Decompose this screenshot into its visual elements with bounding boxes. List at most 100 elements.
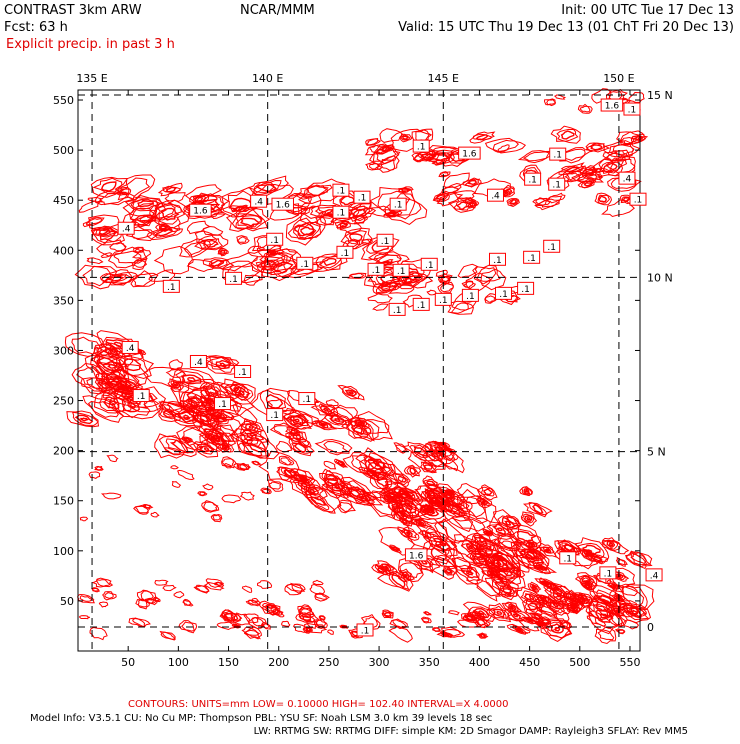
precip-contour xyxy=(296,436,312,448)
contour-label: .4 xyxy=(491,192,500,202)
precip-contour xyxy=(490,558,509,573)
precip-contour xyxy=(398,503,419,519)
precip-contour xyxy=(385,495,390,500)
precip-contour xyxy=(229,423,270,447)
contour-label: .4 xyxy=(254,198,263,208)
precip-contour xyxy=(95,466,104,471)
precip-contour xyxy=(463,615,474,621)
precip-contour xyxy=(265,394,284,409)
precip-contour xyxy=(247,599,259,606)
precip-contour xyxy=(245,422,258,431)
lon-label: 145 E xyxy=(428,72,459,85)
contour-label-box xyxy=(189,354,207,368)
precip-contour xyxy=(486,531,490,535)
precip-contour xyxy=(597,194,611,204)
precip-contour xyxy=(280,457,293,466)
precip-contour xyxy=(209,259,225,268)
precip-contour xyxy=(435,554,457,570)
precip-contour xyxy=(465,570,474,576)
precip-contour xyxy=(379,490,397,505)
precip-contour xyxy=(268,481,282,490)
contour-label-box xyxy=(353,190,371,204)
contour-label-box xyxy=(599,566,617,580)
precip-contour xyxy=(376,283,391,294)
precip-contour xyxy=(377,563,396,573)
precip-contour xyxy=(499,584,518,601)
precip-contour xyxy=(71,336,103,355)
precip-contour xyxy=(170,378,230,416)
precip-contour xyxy=(191,419,232,449)
precip-contour xyxy=(496,527,503,532)
precip-contour xyxy=(566,604,582,615)
contour-label: .1 xyxy=(372,266,381,276)
precip-contour xyxy=(216,252,258,272)
precip-contour xyxy=(582,579,595,589)
precip-contour xyxy=(475,541,499,558)
precip-contour xyxy=(420,616,432,624)
header-valid: Valid: 15 UTC Thu 19 Dec 13 (01 ChT Fri … xyxy=(398,20,734,35)
precip-contour xyxy=(363,452,391,474)
precip-contour xyxy=(585,552,591,556)
precip-contour xyxy=(550,125,581,144)
precip-contour xyxy=(310,420,338,431)
precip-contour xyxy=(202,225,224,236)
precip-contour xyxy=(547,601,565,610)
contour-label: .4 xyxy=(122,225,131,235)
precip-contour xyxy=(64,332,107,357)
y-tick-label: 50 xyxy=(60,595,74,608)
contour-label: .1 xyxy=(466,292,475,302)
precip-contour xyxy=(74,264,118,290)
y-tick-label: 400 xyxy=(53,244,74,257)
precip-contour xyxy=(79,595,93,602)
precip-contour xyxy=(595,601,612,613)
precip-contour xyxy=(520,590,545,604)
precip-contour xyxy=(132,273,153,287)
precip-contour xyxy=(484,555,514,578)
contour-label: .1 xyxy=(552,181,561,191)
precip-contour xyxy=(545,192,566,204)
precip-contour xyxy=(299,605,312,615)
precip-contour xyxy=(267,479,284,492)
precip-contour xyxy=(580,179,595,189)
precip-contour xyxy=(88,471,101,479)
precip-contour xyxy=(319,423,327,427)
contour-label-box xyxy=(618,171,636,185)
precip-contour xyxy=(240,418,265,435)
precip-contour xyxy=(391,546,399,551)
footer-model-info: Model Info: V3.5.1 CU: No Cu MP: Thompso… xyxy=(30,713,492,724)
precip-contour xyxy=(357,410,393,440)
precip-contour xyxy=(484,137,527,154)
precip-contour xyxy=(520,511,538,527)
precip-contour xyxy=(579,165,598,177)
precip-contour xyxy=(158,404,182,423)
precip-contour xyxy=(588,595,622,618)
precip-contour xyxy=(433,192,449,202)
precip-contour xyxy=(508,603,517,612)
precip-contour xyxy=(323,413,350,426)
precip-contour xyxy=(243,613,259,624)
precip-contour xyxy=(376,155,400,173)
precip-contour xyxy=(91,587,100,592)
precip-contour xyxy=(153,597,160,602)
precip-contour xyxy=(524,600,542,613)
precip-contour xyxy=(619,131,641,145)
precip-contour xyxy=(429,555,459,580)
contour-label: .1 xyxy=(358,194,367,204)
contour-label-box xyxy=(404,548,428,562)
precip-contour xyxy=(217,247,229,257)
precip-contour xyxy=(202,483,214,491)
precip-contour xyxy=(546,171,570,190)
precip-contour xyxy=(247,245,265,254)
precip-contour xyxy=(98,601,109,608)
precip-contour xyxy=(381,611,394,619)
precip-contour xyxy=(372,144,400,165)
precip-contour xyxy=(481,500,486,504)
precip-contour xyxy=(113,250,143,264)
precip-contour xyxy=(503,520,512,526)
precip-contour xyxy=(352,207,367,217)
x-tick-label: 300 xyxy=(369,656,390,669)
precip-contour xyxy=(527,581,542,593)
contour-label: .4 xyxy=(623,175,632,185)
precip-contour xyxy=(288,429,299,435)
precip-contour xyxy=(298,475,310,482)
